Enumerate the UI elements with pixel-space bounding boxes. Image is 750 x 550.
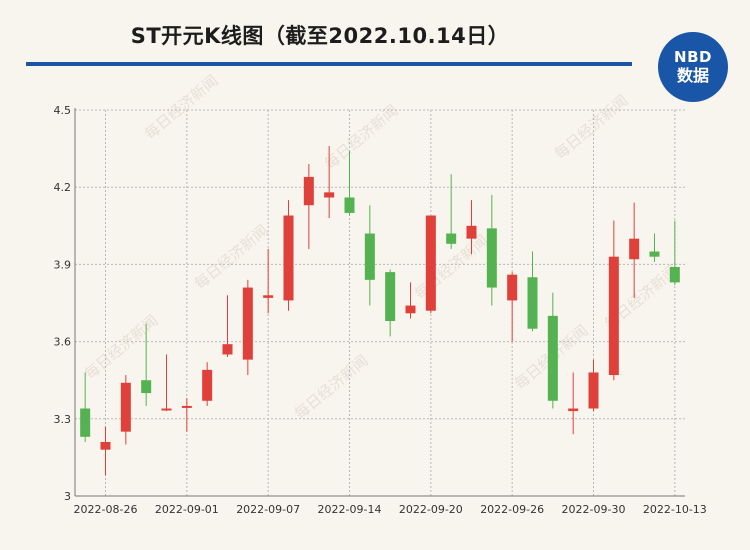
candle-body xyxy=(364,233,375,280)
candle xyxy=(507,272,518,342)
candle xyxy=(344,151,355,216)
candle-body xyxy=(446,233,457,244)
y-tick-label: 4.2 xyxy=(54,181,72,194)
candle xyxy=(405,282,416,319)
candle-body xyxy=(466,225,477,239)
candle-body xyxy=(507,274,518,301)
candle-body xyxy=(527,277,538,329)
candle xyxy=(181,398,192,432)
x-tick-labels: 2022-08-26 2022-09-01 2022-09-07 2022-09-14… xyxy=(74,503,707,516)
candle xyxy=(527,251,538,332)
badge-bottom-text: 数据 xyxy=(676,66,709,85)
candle-body xyxy=(80,408,91,437)
candle xyxy=(100,426,111,476)
grid-lines xyxy=(75,109,685,496)
candle-body xyxy=(263,295,274,298)
watermark-text: 每日经济新闻 xyxy=(551,91,632,163)
candle-body xyxy=(181,405,192,408)
x-tick-label: 2022-10-13 xyxy=(643,503,707,516)
y-tick-label: 3 xyxy=(64,490,71,503)
candle xyxy=(486,194,497,306)
x-tick-label: 2022-09-14 xyxy=(318,503,382,516)
candle xyxy=(202,362,213,406)
candle-body xyxy=(324,192,335,198)
candle-body xyxy=(242,287,253,360)
candle-body xyxy=(161,408,172,411)
candle-body xyxy=(405,305,416,314)
candle xyxy=(669,220,680,285)
y-tick-label: 3.9 xyxy=(54,258,72,271)
x-tick-label: 2022-09-30 xyxy=(562,503,626,516)
candle xyxy=(629,202,640,298)
candle-body xyxy=(568,408,579,412)
candle-body xyxy=(425,215,436,311)
candle-body xyxy=(629,238,640,260)
candle xyxy=(608,220,619,381)
candle-body xyxy=(669,266,680,283)
axes xyxy=(74,108,685,497)
candle xyxy=(364,205,375,306)
watermark-text: 每日经济新闻 xyxy=(291,351,372,423)
candle xyxy=(568,372,579,435)
candle xyxy=(385,269,396,337)
candle-body xyxy=(222,344,233,355)
candle xyxy=(588,359,599,412)
candle-body xyxy=(202,369,213,401)
x-tick-label: 2022-09-07 xyxy=(236,503,300,516)
candle-body xyxy=(486,228,497,288)
watermark-text: 每日经济新闻 xyxy=(81,311,162,383)
x-tick-label: 2022-08-26 xyxy=(74,503,138,516)
candle-body xyxy=(141,380,152,394)
candle xyxy=(649,233,660,262)
candle xyxy=(141,323,152,406)
x-tick-label: 2022-09-26 xyxy=(480,503,544,516)
candle xyxy=(425,215,436,314)
x-tick-label: 2022-09-01 xyxy=(155,503,219,516)
y-tick-label: 3.3 xyxy=(54,413,72,426)
candle-body xyxy=(303,176,314,206)
y-tick-label: 3.6 xyxy=(54,336,72,349)
watermark-text: 每日经济新闻 xyxy=(321,101,402,173)
candle-body xyxy=(649,251,660,257)
candle xyxy=(242,279,253,376)
candle-body xyxy=(385,272,396,322)
candle-body xyxy=(344,197,355,213)
page-title: ST开元K线图（截至2022.10.14日） xyxy=(130,24,510,48)
candle xyxy=(547,292,558,409)
title-underline xyxy=(26,62,632,66)
nbd-data-badge: NBD 数据 xyxy=(658,32,728,102)
x-tick-label: 2022-09-20 xyxy=(399,503,463,516)
candle-body xyxy=(547,315,558,401)
candle-body xyxy=(608,256,619,376)
badge-top-text: NBD xyxy=(674,48,712,66)
candle-body xyxy=(120,382,131,432)
candle xyxy=(446,174,457,249)
candle xyxy=(324,146,335,219)
candle xyxy=(222,295,233,358)
candle xyxy=(283,200,294,311)
candle xyxy=(80,372,91,442)
candle-body xyxy=(100,441,111,450)
candle xyxy=(303,164,314,249)
candle xyxy=(263,248,274,314)
candles xyxy=(80,146,680,476)
y-tick-label: 4.5 xyxy=(54,104,72,117)
candle-body xyxy=(283,215,294,301)
candle xyxy=(466,200,477,255)
watermark-text: 每日经济新闻 xyxy=(141,71,222,143)
candle xyxy=(120,375,131,445)
y-tick-labels: 3 3.3 3.6 3.9 4.2 4.5 xyxy=(54,104,72,503)
watermark-text: 每日经济新闻 xyxy=(191,221,272,293)
candle xyxy=(161,354,172,412)
candle-body xyxy=(588,372,599,409)
